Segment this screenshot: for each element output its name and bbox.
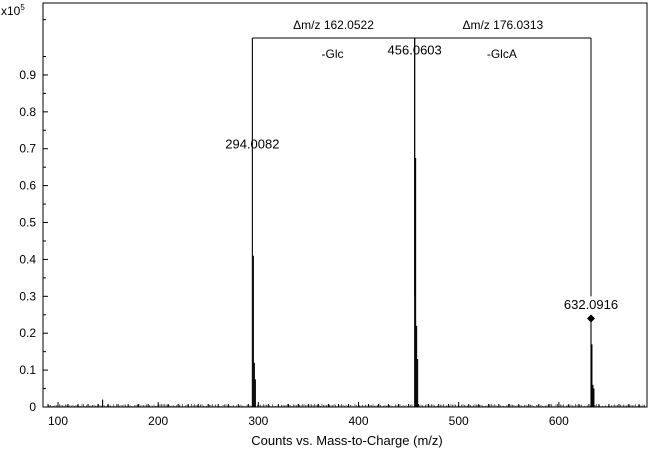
noise-trace	[48, 404, 645, 407]
precursor-marker	[586, 314, 595, 323]
spectrum-peaks	[102, 38, 595, 407]
x-axis-label: Counts vs. Mass-to-Charge (m/z)	[251, 433, 442, 448]
plot-frame	[42, 2, 648, 408]
x-tick-label: 100	[48, 414, 68, 428]
x-tick-label: 300	[248, 414, 268, 428]
y-tick-label: 0.8	[19, 105, 36, 119]
y-tick-label: 0.5	[19, 216, 36, 230]
peak-mz-label: 632.0916	[564, 297, 618, 312]
peak-labels: 294.0082 456.0603 632.0916	[225, 43, 618, 323]
baseline-noise	[48, 404, 645, 407]
chart-ticks: 0 0.1 0.2 0.3 0.4 0.5 0.6 0.7 0.8 0.9 100 200 300 400…	[19, 19, 640, 428]
neutral-loss-label: -GlcA	[487, 47, 517, 61]
neutral-loss-label: -Glc	[322, 47, 344, 61]
loss-brackets: Δm/z 162.0522 -Glc Δm/z 176.0313 -GlcA	[252, 18, 592, 297]
delta-mz-label: Δm/z 162.0522	[293, 18, 374, 32]
x-tick-label: 400	[349, 414, 369, 428]
y-tick-label: 0.9	[19, 68, 36, 82]
peak-mz-label: 294.0082	[225, 137, 279, 152]
y-multiplier-label: x105	[1, 3, 25, 18]
y-tick-label: 0	[29, 400, 36, 414]
y-tick-label: 0.3	[19, 289, 36, 303]
y-tick-label: 0.4	[19, 252, 36, 266]
x-tick-label: 500	[449, 414, 469, 428]
delta-mz-label: Δm/z 176.0313	[462, 18, 543, 32]
x-tick-label: 600	[549, 414, 569, 428]
y-tick-label: 0.7	[19, 142, 36, 156]
y-tick-label: 0.1	[19, 363, 36, 377]
peak-mz-label: 456.0603	[388, 43, 442, 58]
y-tick-label: 0.2	[19, 326, 36, 340]
chart-axes	[42, 2, 648, 408]
y-tick-label: 0.6	[19, 179, 36, 193]
x-tick-label: 200	[148, 414, 168, 428]
